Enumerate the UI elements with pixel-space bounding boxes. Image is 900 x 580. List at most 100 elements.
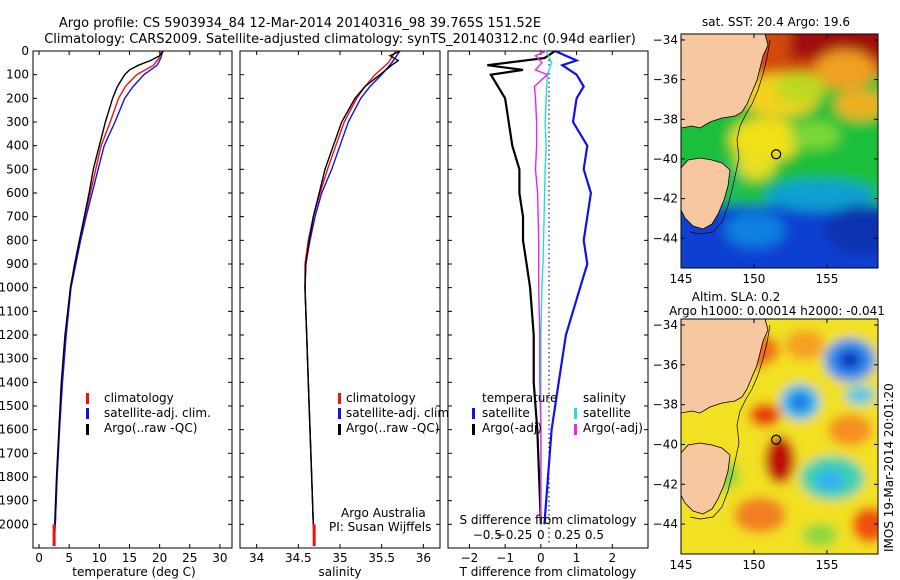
x-tick-label: 35.5 xyxy=(368,551,395,565)
legend-swatch-t-satellite xyxy=(472,408,475,419)
sst-map-title: sat. SST: 20.4 Argo: 19.6 xyxy=(702,15,850,29)
temperature-axes-frame xyxy=(32,50,233,549)
y-tick-label: 1700 xyxy=(0,446,29,460)
sla-map-frame xyxy=(680,318,879,555)
legend-swatch-argo-2 xyxy=(338,424,341,435)
legend-label-t-satellite: satellite xyxy=(482,406,530,420)
map-y-tick-label: −36 xyxy=(653,358,678,372)
sla-map-subtitle: Argo h1000: 0.00014 h2000: -0.041 xyxy=(669,304,885,318)
y-tick-label: 1200 xyxy=(0,328,29,342)
y-tick-label: 700 xyxy=(6,210,29,224)
sla-coastline xyxy=(681,319,769,414)
map-y-tick-label: −42 xyxy=(653,477,678,491)
series-line-0 xyxy=(543,49,593,525)
y-tick-label: 0 xyxy=(21,44,29,58)
y-tick-label: 1400 xyxy=(0,375,29,389)
y-tick-label: 1300 xyxy=(0,352,29,366)
map-x-tick-label: 145 xyxy=(670,272,693,286)
y-tick-label: 1000 xyxy=(0,281,29,295)
x-tick-label: 35 xyxy=(332,551,347,565)
sst-argo-marker xyxy=(771,149,782,160)
temperature-x-label: temperature (deg C) xyxy=(72,565,195,579)
legend-swatch-argo xyxy=(86,424,89,435)
y-tick-label: 1600 xyxy=(0,423,29,437)
map-y-tick-label: −42 xyxy=(653,192,678,206)
y-tick-label: 500 xyxy=(6,162,29,176)
legend-swatch-satellite-2 xyxy=(338,408,341,419)
x-tick-label: 0 xyxy=(537,551,545,565)
x-tick-label: 34 xyxy=(249,551,264,565)
salinity-panel: 34 34.5 35 35.5 36 climatology satellite-adj… xyxy=(239,50,453,579)
series-line-2 xyxy=(53,50,164,539)
y-tick-label: 300 xyxy=(6,115,29,129)
legend-label-argo: Argo(..raw -QC) xyxy=(104,421,197,435)
x-tick-label: 34.5 xyxy=(285,551,312,565)
sla-map: Altim. SLA: 0.2 Argo h1000: 0.00014 h200… xyxy=(653,290,885,572)
salinity-legend: climatology satellite-adj. clim. Argo(..… xyxy=(338,391,453,435)
x-tick-label: 2 xyxy=(608,551,616,565)
y-tick-label: 2000 xyxy=(0,517,29,531)
legend-swatch-s-satellite xyxy=(574,408,577,419)
x-tick-label: −2 xyxy=(461,551,479,565)
x-tick-label: 20 xyxy=(152,551,167,565)
x-tick-label: 25 xyxy=(182,551,197,565)
credit-org: Argo Australia xyxy=(341,506,426,520)
map-y-tick-label: −40 xyxy=(653,437,678,451)
sla-argo-marker xyxy=(771,434,782,445)
sla-map-title: Altim. SLA: 0.2 xyxy=(692,290,780,304)
y-tick-label: 1900 xyxy=(0,494,29,508)
x-tick-label: 5 xyxy=(65,551,73,565)
legend-label-satellite: satellite-adj. clim. xyxy=(104,406,211,420)
legend-label-satellite-2: satellite-adj. clim. xyxy=(346,406,453,420)
x-tick-label-top: 0 xyxy=(537,528,545,542)
s-difference-label: S difference from climatology xyxy=(460,513,637,527)
y-tick-label: 1100 xyxy=(0,304,29,318)
x-tick-label: 15 xyxy=(122,551,137,565)
x-tick-label-top: −0.5 xyxy=(473,528,502,542)
temperature-panel: 0 5 10 15 20 25 300100200300400500600700800900… xyxy=(0,44,233,579)
sst-map: sat. SST: 20.4 Argo: 19.6 xyxy=(653,15,879,286)
legend-header-salinity: salinity xyxy=(583,391,626,405)
x-tick-label: 30 xyxy=(212,551,227,565)
y-tick-label: 400 xyxy=(6,139,29,153)
x-tick-label: 10 xyxy=(92,551,107,565)
series-line-1 xyxy=(487,50,556,525)
legend-header-temperature: temperature xyxy=(482,391,557,405)
map-y-tick-label: −44 xyxy=(653,231,678,245)
y-tick-label: 1500 xyxy=(0,399,29,413)
y-tick-label: 800 xyxy=(6,233,29,247)
temperature-profiles xyxy=(52,50,164,546)
map-x-tick-label: 155 xyxy=(815,558,838,572)
legend-label-climatology-2: climatology xyxy=(346,391,416,405)
map-y-tick-label: −38 xyxy=(653,112,678,126)
x-tick-label-top: 0.5 xyxy=(585,528,604,542)
y-tick-label: 600 xyxy=(6,186,29,200)
map-x-tick-label: 150 xyxy=(743,272,766,286)
legend-label-climatology: climatology xyxy=(104,391,174,405)
x-tick-label: 0 xyxy=(35,551,43,565)
salinity-profiles xyxy=(304,50,401,546)
map-y-tick-label: −36 xyxy=(653,73,678,87)
series-line-3 xyxy=(533,50,549,525)
map-y-tick-label: −34 xyxy=(653,318,678,332)
x-tick-label: −1 xyxy=(496,551,514,565)
imos-timestamp: IMOS 19-Mar-2014 20:01:20 xyxy=(882,383,896,552)
sst-coastline xyxy=(681,34,769,129)
figure-title-line2: Climatology: CARS2009. Satellite-adjuste… xyxy=(44,32,636,47)
difference-legend: temperature salinity satellite Argo(-adj… xyxy=(472,391,643,435)
map-y-tick-label: −44 xyxy=(653,517,678,531)
sla-tasmania xyxy=(681,442,731,515)
legend-label-s-argo: Argo(-adj) xyxy=(583,421,643,435)
map-x-tick-label: 145 xyxy=(670,558,693,572)
temperature-legend: climatology satellite-adj. clim. Argo(..… xyxy=(86,391,211,435)
figure-title-line1: Argo profile: CS 5903934_84 12-Mar-2014 … xyxy=(59,16,541,31)
difference-profiles xyxy=(487,49,593,525)
legend-label-s-satellite: satellite xyxy=(583,406,631,420)
map-y-tick-label: −34 xyxy=(653,33,678,47)
salinity-x-label: salinity xyxy=(318,565,361,579)
y-tick-label: 1800 xyxy=(0,470,29,484)
x-tick-label-top: 0.25 xyxy=(554,528,581,542)
legend-label-argo-2: Argo(..raw -QC) xyxy=(346,421,439,435)
legend-swatch-satellite xyxy=(86,408,89,419)
